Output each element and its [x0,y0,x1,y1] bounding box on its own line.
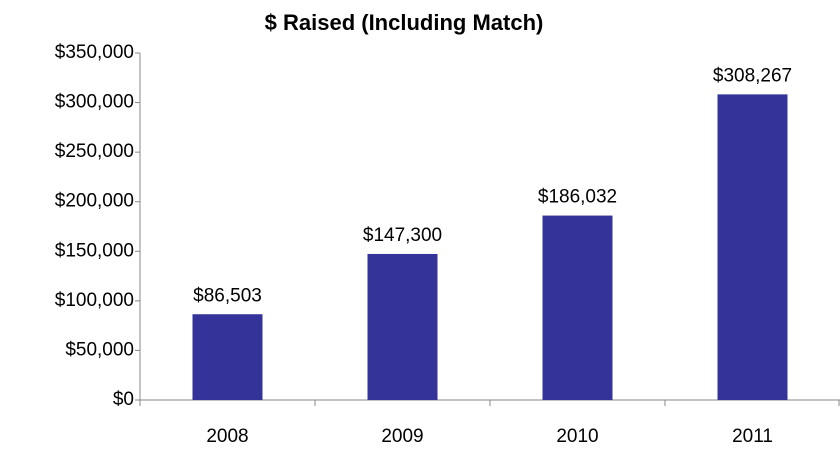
value-label: $186,032 [538,187,617,208]
x-tick-label: 2010 [556,426,598,447]
bar [542,215,613,400]
y-tick-label: $350,000 [55,42,134,63]
value-label: $86,503 [193,285,262,306]
x-tick-label: 2008 [206,426,248,447]
y-tick-label: $100,000 [55,290,134,311]
x-tick-label: 2011 [732,426,773,447]
y-tick-label: $0 [113,389,134,410]
chart-title: $ Raised (Including Match) [265,10,544,35]
value-label: $147,300 [363,225,442,246]
y-tick-label: $50,000 [65,339,134,360]
y-tick-label: $250,000 [55,141,134,162]
y-tick-label: $300,000 [55,92,134,113]
x-tick-label: 2009 [381,426,423,447]
y-tick-label: $150,000 [55,240,134,261]
y-tick-label: $200,000 [55,191,134,212]
bar [192,314,263,400]
bar [367,253,438,400]
value-label: $308,267 [713,65,792,86]
bar [717,94,788,400]
